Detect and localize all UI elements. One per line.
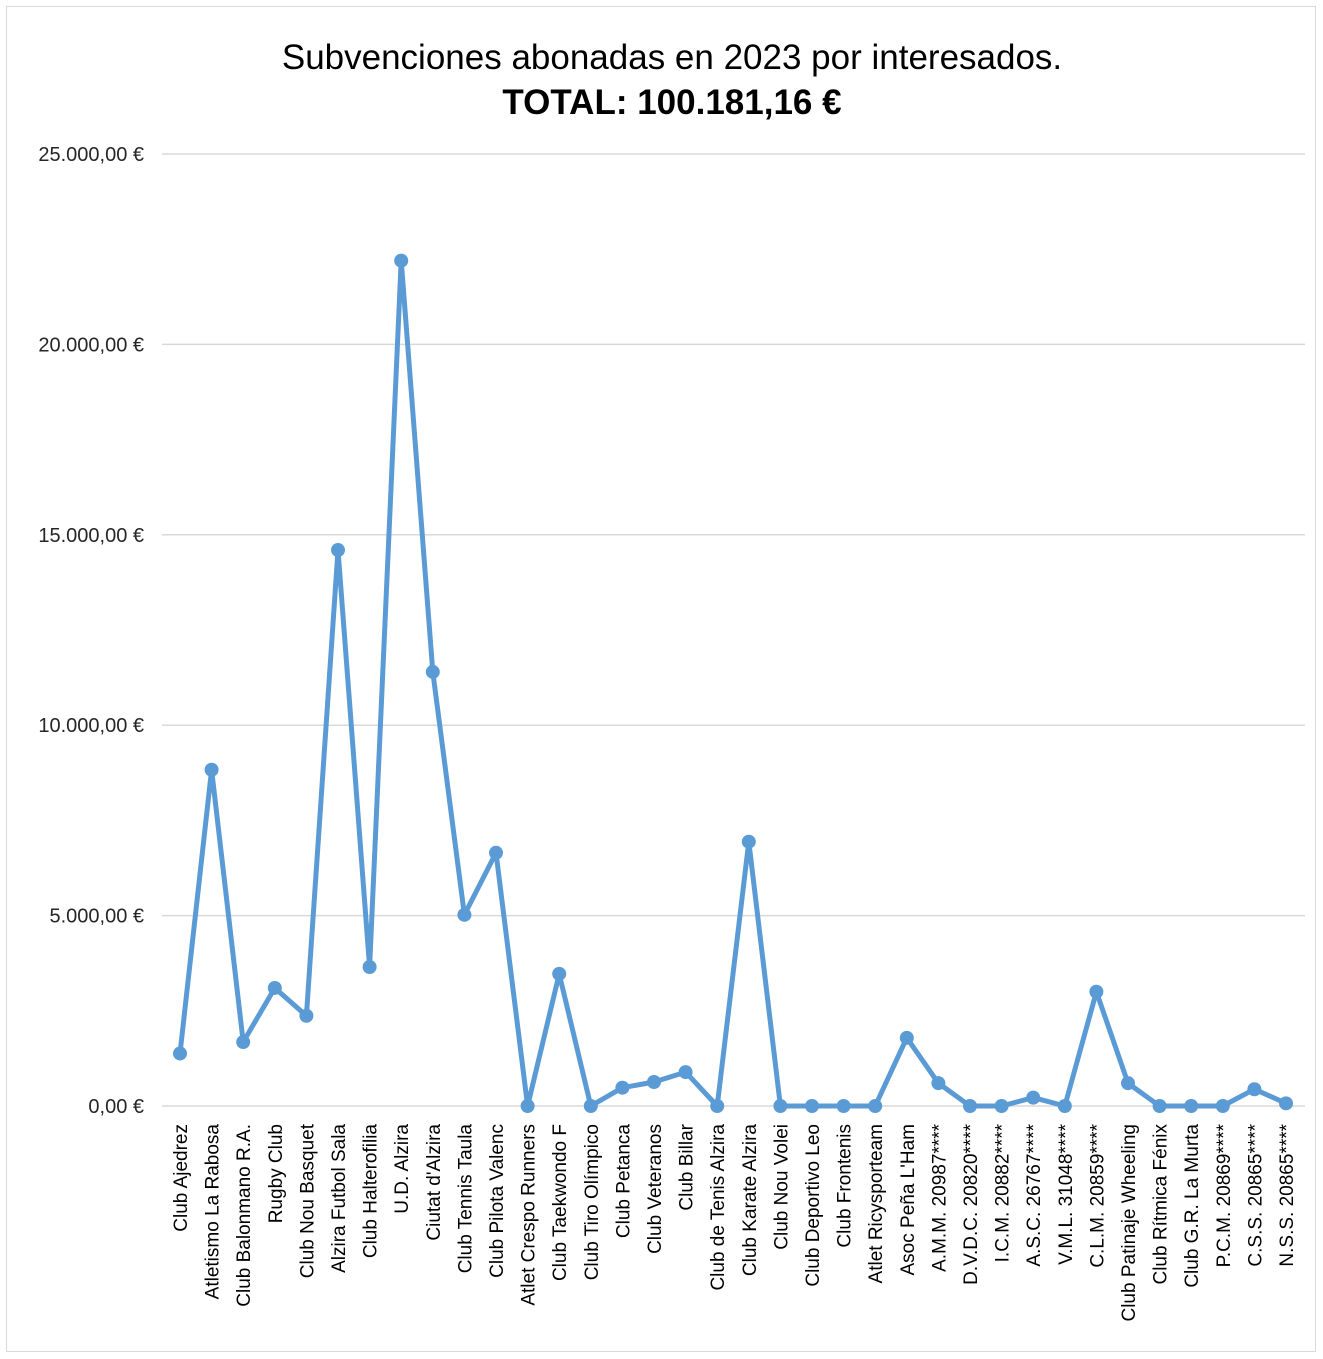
data-point bbox=[710, 1099, 725, 1113]
data-point bbox=[299, 1008, 314, 1023]
x-tick-label: Rugby Club bbox=[266, 1124, 287, 1223]
x-tick-label: Club Tiro Olímpico bbox=[582, 1124, 603, 1280]
data-point bbox=[173, 1046, 187, 1061]
data-point bbox=[931, 1076, 946, 1091]
x-tick-label: Club Balonmano R.A. bbox=[234, 1124, 255, 1307]
x-tick-label: Club Pilota Valenc bbox=[487, 1124, 508, 1278]
x-tick-label: Alzira Futbol Sala bbox=[329, 1124, 350, 1273]
x-tick-label: Club Frontenis bbox=[835, 1124, 856, 1248]
data-point bbox=[741, 834, 756, 849]
data-point bbox=[836, 1099, 851, 1113]
x-tick-label: V.M.L. 31048**** bbox=[1056, 1123, 1077, 1264]
x-tick-label: C.L.M. 20859**** bbox=[1087, 1123, 1108, 1267]
data-point bbox=[805, 1099, 819, 1113]
y-tick-label: 25.000,00 € bbox=[38, 144, 144, 166]
series-line bbox=[177, 258, 1288, 1109]
x-tick-label: U.D. Alzira bbox=[392, 1124, 413, 1214]
data-point bbox=[1184, 1099, 1199, 1113]
x-tick-label: Atletismo La Rabosa bbox=[203, 1124, 224, 1300]
x-tick-label: Club Deportivo Leo bbox=[803, 1124, 824, 1287]
data-point bbox=[615, 1080, 630, 1095]
x-tick-label: Club Billar bbox=[677, 1123, 698, 1210]
data-point bbox=[394, 253, 409, 268]
x-tick-label: A.M.M. 20987**** bbox=[929, 1123, 950, 1271]
data-point bbox=[236, 1035, 251, 1050]
y-tick-label: 10.000,00 € bbox=[38, 715, 144, 737]
x-tick-label: C.S.S. 20865**** bbox=[1245, 1123, 1266, 1266]
data-point bbox=[425, 664, 440, 679]
x-tick-label: Club Nou Volei bbox=[771, 1124, 792, 1250]
data-point bbox=[552, 966, 567, 981]
data-point bbox=[1026, 1090, 1041, 1105]
data-point bbox=[362, 960, 377, 975]
chart-area: Subvenciones abonadas en 2023 por intere… bbox=[6, 6, 1316, 1352]
data-point bbox=[647, 1075, 661, 1090]
x-tick-label: Club Rítmica Fénix bbox=[1151, 1124, 1172, 1285]
y-tick-label: 15.000,00 € bbox=[38, 525, 144, 547]
chart-title: Subvenciones abonadas en 2023 por intere… bbox=[282, 38, 1062, 77]
x-tick-label: Club de Tenis Alzira bbox=[708, 1124, 729, 1291]
x-tick-label: P.C.M. 20869**** bbox=[1214, 1123, 1235, 1267]
data-point bbox=[489, 845, 503, 860]
x-tick-label: N.S.S. 20865**** bbox=[1277, 1123, 1298, 1266]
data-point bbox=[963, 1099, 977, 1113]
x-tick-label: Atlet Ricysporteam bbox=[866, 1124, 887, 1283]
x-tick-label: Club Halterofilia bbox=[361, 1124, 382, 1259]
data-point bbox=[1247, 1082, 1262, 1097]
x-tick-label: I.C.M. 20882**** bbox=[993, 1123, 1014, 1262]
x-tick-label: Club Ajedrez bbox=[171, 1124, 192, 1232]
data-point bbox=[520, 1099, 535, 1113]
series-markers bbox=[173, 253, 1293, 1113]
x-tick-label: A.S.C. 26767**** bbox=[1024, 1123, 1045, 1266]
y-tick-label: 20.000,00 € bbox=[38, 334, 144, 356]
y-tick-label: 5.000,00 € bbox=[49, 906, 144, 928]
data-point bbox=[583, 1099, 598, 1113]
data-point bbox=[1152, 1099, 1167, 1113]
x-tick-label: Club Nou Basquet bbox=[297, 1123, 318, 1278]
data-point bbox=[678, 1065, 693, 1080]
data-point bbox=[1215, 1099, 1230, 1113]
data-point bbox=[1089, 984, 1104, 999]
data-point bbox=[899, 1030, 914, 1045]
y-axis-tick-labels: 0,00 € 5.000,00 € 10.000,00 € 15.000,00 € 20… bbox=[38, 144, 144, 1118]
data-point bbox=[868, 1099, 883, 1113]
x-tick-label: Club Patinaje Wheeling bbox=[1119, 1124, 1140, 1322]
y-tick-label: 0,00 € bbox=[88, 1096, 144, 1118]
data-point bbox=[204, 762, 219, 777]
series-line-layer bbox=[177, 258, 1288, 1109]
x-tick-label: Club Karate Alzira bbox=[740, 1124, 761, 1277]
data-point bbox=[994, 1099, 1009, 1113]
data-point bbox=[1121, 1076, 1135, 1091]
data-point bbox=[267, 980, 282, 995]
data-point bbox=[1057, 1099, 1072, 1113]
data-point bbox=[1279, 1096, 1293, 1111]
x-tick-label: Club Taekwondo F bbox=[550, 1124, 571, 1281]
x-tick-label: D.V.D.C. 20820**** bbox=[961, 1123, 982, 1285]
line-chart: Subvenciones abonadas en 2023 por intere… bbox=[38, 38, 1305, 1322]
x-tick-label: Atlet Crespo Runners bbox=[519, 1124, 540, 1306]
x-tick-label: Club Veteranos bbox=[645, 1124, 666, 1254]
x-axis-tick-labels: Club Ajedrez Atletismo La Rabosa Club Balo… bbox=[171, 1123, 1298, 1321]
x-tick-label: Club G.R. La Murta bbox=[1182, 1124, 1203, 1288]
x-tick-label: Club Petanca bbox=[613, 1124, 634, 1239]
chart-subtitle: TOTAL: 100.181,16 € bbox=[502, 83, 841, 122]
x-tick-label: Ciutat d'Alzira bbox=[424, 1124, 445, 1241]
data-point bbox=[773, 1099, 788, 1113]
x-tick-label: Asoc Peña L'Ham bbox=[898, 1124, 919, 1275]
data-point bbox=[331, 543, 345, 558]
x-tick-label: Club Tennis Taula bbox=[455, 1124, 476, 1274]
data-point bbox=[457, 907, 472, 922]
